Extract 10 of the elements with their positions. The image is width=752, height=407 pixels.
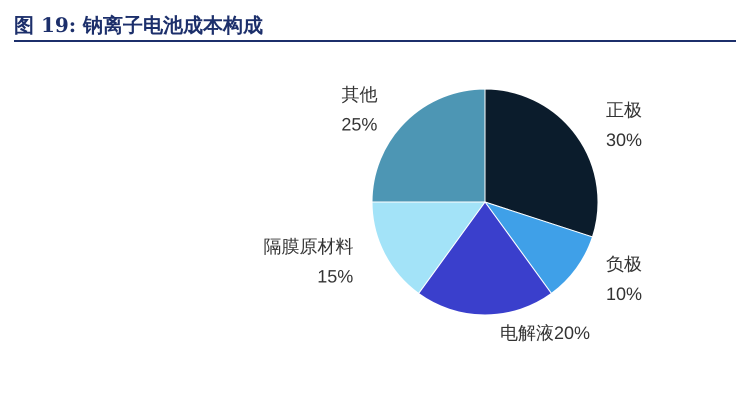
- chart-title: 图 19: 钠离子电池成本构成: [14, 10, 736, 42]
- data-label: 30%: [606, 130, 642, 150]
- slice-label: 隔膜原材料: [263, 236, 354, 256]
- slice-label: 其他: [341, 84, 378, 104]
- slice-label: 电解液20%: [500, 323, 590, 343]
- slice-label: 正极: [606, 100, 642, 120]
- data-label: 25%: [341, 114, 378, 134]
- data-label: 15%: [317, 266, 354, 286]
- data-label: 10%: [606, 284, 642, 304]
- slice-label: 负极: [606, 254, 642, 274]
